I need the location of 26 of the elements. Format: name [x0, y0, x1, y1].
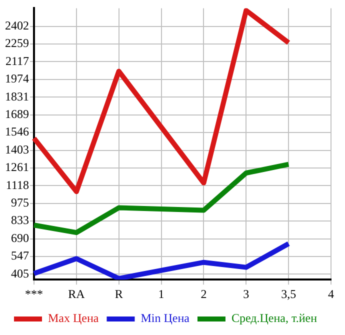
x-tick-label: 3: [243, 286, 250, 301]
legend-label: Max Цена: [48, 311, 100, 326]
y-tick-label: 405: [11, 266, 29, 280]
x-tick-label: ***: [25, 286, 43, 301]
y-tick-label: 833: [11, 213, 29, 228]
y-tick-label: 1974: [5, 72, 29, 86]
y-tick-label: 2259: [5, 36, 29, 50]
x-tick-label: 1: [158, 286, 164, 301]
y-tick-label: 1546: [5, 124, 29, 139]
x-tick-label: 4: [328, 286, 334, 301]
x-tick-label: 3,5: [281, 286, 296, 301]
legend-label: Min Цена: [140, 311, 190, 326]
y-tick-label: 2402: [5, 18, 29, 32]
y-tick-label: 2117: [5, 54, 29, 68]
y-tick-label: 1261: [5, 160, 29, 174]
x-tick-label: R: [114, 286, 123, 301]
y-tick-label: 1403: [5, 142, 29, 156]
y-tick-label: 975: [11, 196, 29, 210]
y-tick-label: 1831: [5, 89, 29, 104]
y-tick-label: 547: [11, 248, 29, 263]
y-tick-label: 1689: [5, 106, 29, 121]
y-tick-label: 690: [11, 230, 29, 245]
y-tick-label: 1118: [6, 178, 29, 192]
x-tick-label: RA: [68, 286, 86, 301]
legend-label: Сред.Цена, т.йен: [231, 311, 318, 326]
x-tick-label: 2: [200, 286, 207, 301]
